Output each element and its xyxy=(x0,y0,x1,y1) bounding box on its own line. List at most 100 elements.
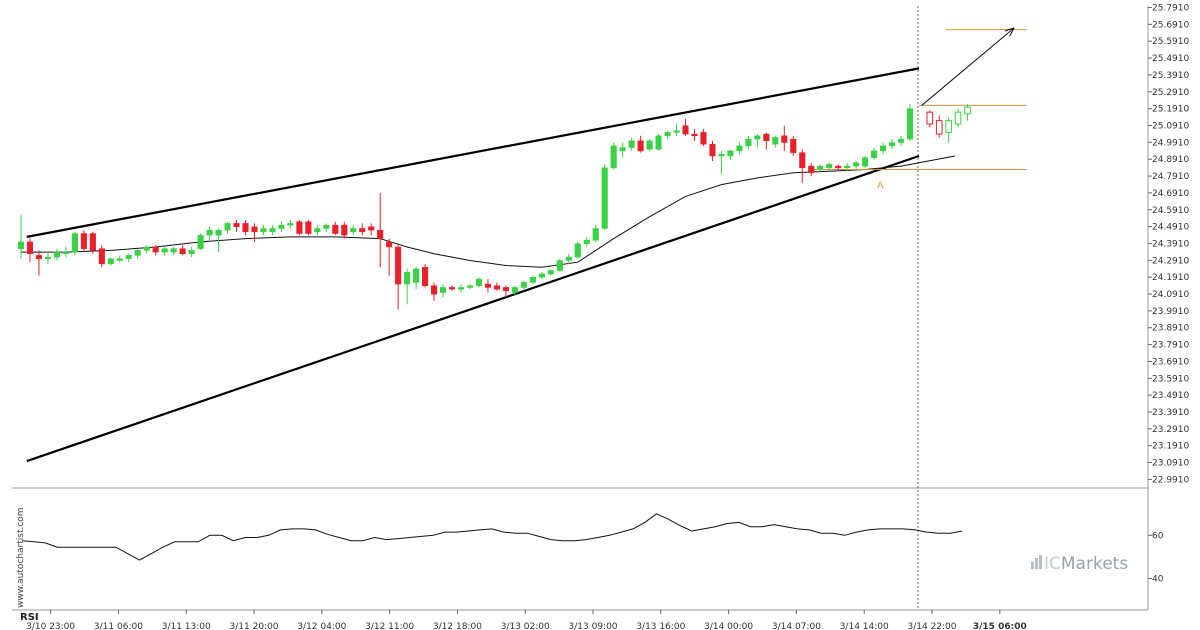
candle-body xyxy=(386,241,393,248)
price-tick-label: 23.9910 xyxy=(1152,307,1189,317)
candle-body xyxy=(574,243,581,258)
candle-body xyxy=(107,258,114,265)
price-tick-label: 25.7910 xyxy=(1152,4,1189,14)
candle-body xyxy=(422,266,429,287)
candle-body xyxy=(287,223,294,226)
candle-body xyxy=(853,162,860,167)
candle-body xyxy=(556,260,563,271)
price-tick-label: 23.2910 xyxy=(1152,425,1189,435)
price-tick-label: 25.0910 xyxy=(1152,121,1189,131)
gridlines xyxy=(12,6,1149,611)
price-tick-label: 23.3910 xyxy=(1152,408,1189,418)
price-tick-label: 24.1910 xyxy=(1152,273,1189,283)
candle-body xyxy=(233,223,240,228)
price-tick-label: 25.6910 xyxy=(1152,20,1189,30)
candle-body xyxy=(718,154,725,157)
candle-body xyxy=(691,133,698,137)
candle-body xyxy=(466,285,474,288)
candle-body xyxy=(152,246,159,253)
time-tick-label: 3/11 13:00 xyxy=(162,622,211,630)
projection-candles xyxy=(926,103,971,143)
candle-body xyxy=(143,246,150,251)
candle-body xyxy=(62,251,69,254)
candle-body xyxy=(781,135,788,143)
time-tick-label: 3/13 02:00 xyxy=(501,622,550,630)
price-tick-label: 24.0910 xyxy=(1152,290,1189,300)
candle-body xyxy=(673,130,680,133)
candle-body xyxy=(493,285,500,290)
candle-body xyxy=(53,251,60,258)
candle-body xyxy=(260,228,267,233)
candle-body xyxy=(71,233,78,253)
time-tick-label: 3/14 07:00 xyxy=(772,622,821,630)
projection-candle-body xyxy=(945,120,952,133)
projection-candle-body xyxy=(935,120,943,135)
candle-body xyxy=(619,147,626,152)
watermark-site-text: www.autochartist.com xyxy=(16,507,26,608)
candle-body xyxy=(655,135,662,150)
candle-body xyxy=(844,165,851,169)
price-tick-label: 23.7910 xyxy=(1152,341,1189,351)
price-tick-label: 23.4910 xyxy=(1152,391,1189,401)
moving-average-line xyxy=(21,155,955,268)
forecast-arrow xyxy=(921,27,1015,106)
brand-logo-bar xyxy=(1039,555,1042,569)
watermark: www.autochartist.com ICMarkets xyxy=(16,507,1128,608)
candle-body xyxy=(448,287,456,290)
candle-body xyxy=(808,165,815,174)
candle-body xyxy=(880,145,887,152)
time-tick-label: 3/11 06:00 xyxy=(94,622,143,630)
time-tick-label: 3/13 09:00 xyxy=(569,622,618,630)
candle-body xyxy=(35,255,43,260)
candle-body xyxy=(323,224,330,229)
candle-body xyxy=(799,152,806,169)
rsi-panel: RSI 60 40 xyxy=(20,513,1164,623)
price-axis: 25.7910 25.6910 25.5910 25.4910 25.3910 25.29… xyxy=(1148,4,1189,485)
projection-candle-body xyxy=(964,106,971,115)
candle-body xyxy=(341,224,348,236)
candle-body xyxy=(709,143,716,157)
candle-body xyxy=(332,224,339,234)
candle-body xyxy=(350,228,357,233)
brand-name: ICMarkets xyxy=(1044,554,1128,574)
candle-body xyxy=(772,137,779,145)
price-tick-label: 25.3910 xyxy=(1152,71,1189,81)
candle-body xyxy=(628,140,635,148)
candle-body xyxy=(897,138,905,143)
candle-body xyxy=(170,248,177,253)
rsi-line xyxy=(21,513,963,561)
candle-body xyxy=(116,258,123,261)
price-tick-label: 23.1910 xyxy=(1152,442,1189,452)
candle-body xyxy=(278,224,285,229)
price-tick-label: 23.5910 xyxy=(1152,374,1189,384)
candle-body xyxy=(601,167,608,229)
price-tick-label: 24.9910 xyxy=(1152,138,1189,148)
candle-body xyxy=(242,223,249,233)
candle-body xyxy=(179,248,186,254)
price-tick-label: 24.6910 xyxy=(1152,189,1189,199)
price-tick-label: 25.4910 xyxy=(1152,54,1189,64)
forecast-arrow-line xyxy=(921,27,1015,106)
candle-body xyxy=(763,133,770,142)
rsi-tick-label: 60 xyxy=(1152,531,1164,541)
price-tick-label: 23.8910 xyxy=(1152,324,1189,334)
pattern-point-marker: A xyxy=(877,181,884,191)
price-tick-label: 22.9910 xyxy=(1152,475,1189,485)
candle-body xyxy=(583,240,590,244)
brand-prefix: IC xyxy=(1044,554,1061,574)
candle-body xyxy=(440,287,447,293)
candle-body xyxy=(484,283,492,288)
candle-body xyxy=(727,150,734,157)
candle-body xyxy=(206,229,213,236)
candle-body xyxy=(26,241,34,254)
candle-body xyxy=(368,226,375,231)
candle-body xyxy=(457,287,465,290)
candle-body xyxy=(889,142,896,147)
candle-body xyxy=(215,229,222,236)
candle-body xyxy=(547,270,554,275)
price-tick-label: 25.2910 xyxy=(1152,88,1189,98)
candle-body xyxy=(736,145,743,152)
candle-body xyxy=(134,250,141,256)
